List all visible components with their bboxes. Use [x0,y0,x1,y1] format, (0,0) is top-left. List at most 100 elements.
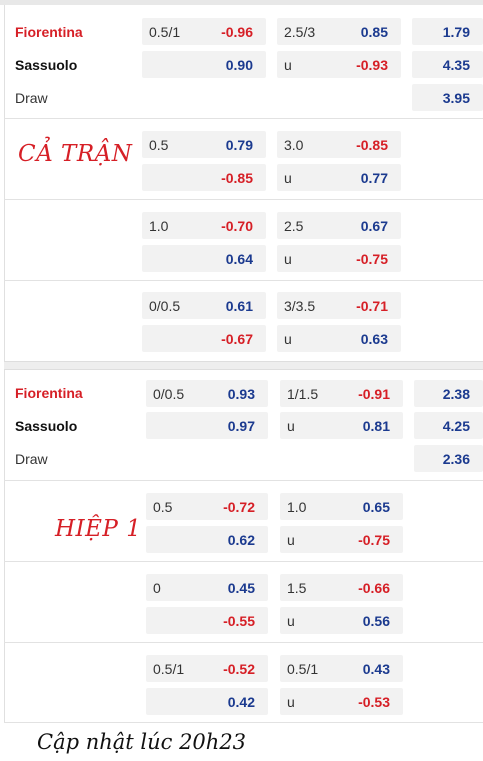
handicap-line: 1.0 [149,218,169,234]
ah-away-odds[interactable]: 0.97 [146,412,268,439]
ou-under-odds[interactable]: u -0.75 [277,245,401,272]
under-label: u [284,57,292,73]
odds-value: -0.75 [358,532,390,548]
row-divider [4,118,483,119]
odds-value: 0.67 [360,218,388,234]
ah-away-odds[interactable]: 0.42 [146,688,268,715]
home-team-name[interactable]: Fiorentina [15,385,83,401]
handicap-line: 0 [153,580,161,596]
odds-value: 0.97 [227,418,255,434]
ah-away-odds[interactable]: -0.67 [142,325,266,352]
handicap-line: 0.5 [153,499,173,515]
handicap-line: 0.5/1 [149,24,181,40]
odds-value: 0.56 [362,613,390,629]
draw-label: Draw [15,451,48,467]
total-line: 1.0 [287,499,307,515]
odds-value: -0.96 [221,24,253,40]
row-divider [4,480,483,481]
ou-under-odds[interactable]: u -0.53 [280,688,403,715]
odds-value: 4.35 [442,57,470,73]
odds-value: -0.66 [358,580,390,596]
odds-value: 0.93 [227,386,255,402]
handicap-line: 0/0.5 [149,298,181,314]
odds-value: 2.36 [442,451,470,467]
ou-over-odds[interactable]: 0.5/1 0.43 [280,655,403,682]
odds-value: -0.85 [356,137,388,153]
ah-home-odds[interactable]: 0.5 -0.72 [146,493,268,520]
under-label: u [287,418,295,434]
ou-under-odds[interactable]: u -0.93 [277,51,401,78]
under-label: u [287,694,295,710]
odds-value: 0.79 [225,137,253,153]
odds-value: -0.71 [356,298,388,314]
odds-value: 0.62 [227,532,255,548]
away-team-name[interactable]: Sassuolo [15,57,78,73]
odds-value: 0.43 [362,661,390,677]
ah-away-odds[interactable]: -0.55 [146,607,268,634]
odds-value: 0.45 [227,580,255,596]
ah-home-odds[interactable]: 0.5/1 -0.52 [146,655,268,682]
total-line: 1/1.5 [287,386,319,402]
handicap-line: 0.5 [149,137,169,153]
odds-value: 0.90 [225,57,253,73]
1x2-away-odds[interactable]: 4.35 [412,51,483,78]
odds-value: -0.75 [356,251,388,267]
ah-away-odds[interactable]: -0.85 [142,164,266,191]
row-divider [4,561,483,562]
odds-value: 0.42 [227,694,255,710]
home-team-name[interactable]: Fiorentina [15,24,83,40]
odds-value: 0.85 [360,24,388,40]
row-divider [4,280,483,281]
under-label: u [284,170,292,186]
ou-under-odds[interactable]: u 0.77 [277,164,401,191]
1x2-draw-odds[interactable]: 3.95 [412,84,483,111]
odds-value: 4.25 [442,418,470,434]
ou-over-odds[interactable]: 3/3.5 -0.71 [277,292,401,319]
ah-away-odds[interactable]: 0.64 [142,245,266,272]
total-line: 2.5/3 [284,24,316,40]
ou-over-odds[interactable]: 1.5 -0.66 [280,574,403,601]
odds-value: -0.85 [221,170,253,186]
ah-home-odds[interactable]: 0 0.45 [146,574,268,601]
odds-value: 3.95 [442,90,470,106]
1x2-draw-odds[interactable]: 2.36 [414,445,483,472]
odds-value: 0.64 [225,251,253,267]
ou-under-odds[interactable]: u -0.75 [280,526,403,553]
ou-under-odds[interactable]: u 0.81 [280,412,403,439]
ah-home-odds[interactable]: 0.5 0.79 [142,131,266,158]
odds-value: -0.53 [358,694,390,710]
1x2-home-odds[interactable]: 1.79 [412,18,483,45]
ou-over-odds[interactable]: 2.5/3 0.85 [277,18,401,45]
under-label: u [287,532,295,548]
odds-value: -0.55 [223,613,255,629]
ah-away-odds[interactable]: 0.90 [142,51,266,78]
ah-home-odds[interactable]: 0/0.5 0.93 [146,380,268,407]
odds-value: 0.65 [362,499,390,515]
ou-under-odds[interactable]: u 0.63 [277,325,401,352]
odds-value: 0.77 [360,170,388,186]
total-line: 1.5 [287,580,307,596]
ou-over-odds[interactable]: 3.0 -0.85 [277,131,401,158]
ah-away-odds[interactable]: 0.62 [146,526,268,553]
odds-value: -0.52 [223,661,255,677]
odds-value: -0.70 [221,218,253,234]
ah-home-odds[interactable]: 0/0.5 0.61 [142,292,266,319]
under-label: u [284,251,292,267]
odds-value: -0.67 [221,331,253,347]
odds-value: -0.93 [356,57,388,73]
under-label: u [287,613,295,629]
away-team-name[interactable]: Sassuolo [15,418,78,434]
odds-value: -0.91 [358,386,390,402]
odds-value: 0.81 [362,418,390,434]
ou-over-odds[interactable]: 1/1.5 -0.91 [280,380,403,407]
ou-over-odds[interactable]: 1.0 0.65 [280,493,403,520]
ou-under-odds[interactable]: u 0.56 [280,607,403,634]
1x2-home-odds[interactable]: 2.38 [414,380,483,407]
ou-over-odds[interactable]: 2.5 0.67 [277,212,401,239]
1x2-away-odds[interactable]: 4.25 [414,412,483,439]
ah-home-odds[interactable]: 0.5/1 -0.96 [142,18,266,45]
last-updated-note: Cập nhật lúc 20h23 [37,730,247,754]
total-line: 3/3.5 [284,298,316,314]
handicap-line: 0.5/1 [153,661,185,677]
ah-home-odds[interactable]: 1.0 -0.70 [142,212,266,239]
